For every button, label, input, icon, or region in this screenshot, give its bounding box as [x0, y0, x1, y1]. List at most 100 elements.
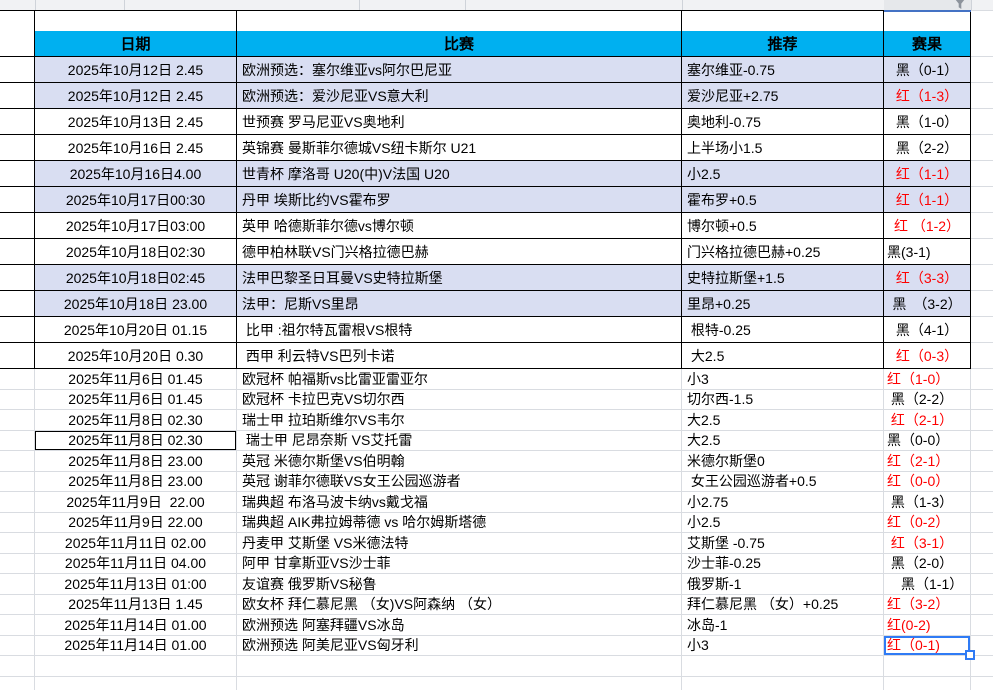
sliver-cell[interactable] [971, 553, 993, 574]
sliver-cell[interactable] [971, 410, 993, 431]
result-cell[interactable]: 黑（0-1） [884, 57, 971, 83]
header-sliver-cell[interactable] [971, 31, 993, 57]
match-cell[interactable]: 英锦赛 曼斯菲尔德城VS纽卡斯尔 U21 [237, 135, 682, 161]
header-stub-cell[interactable] [0, 31, 35, 57]
empty-cell[interactable] [237, 656, 682, 677]
row-stub-cell[interactable] [0, 369, 35, 390]
match-cell[interactable]: 法甲：尼斯VS里昂 [237, 291, 682, 317]
result-cell[interactable]: 红（0-2） [884, 512, 971, 533]
date-cell[interactable]: 2025年10月12日 2.45 [35, 57, 237, 83]
row-stub-cell[interactable] [0, 291, 35, 317]
date-cell[interactable]: 2025年10月13日 2.45 [35, 109, 237, 135]
row-stub-cell[interactable] [0, 615, 35, 636]
tip-cell[interactable]: 小2.5 [682, 161, 884, 187]
row-stub-cell[interactable] [0, 83, 35, 109]
row-stub-cell[interactable] [0, 410, 35, 431]
sliver-cell[interactable] [971, 187, 993, 213]
date-cell[interactable]: 2025年11月8日 02.30 [35, 410, 237, 431]
empty-cell[interactable] [237, 677, 682, 690]
filter-funnel-icon[interactable] [955, 0, 965, 9]
row-stub-cell[interactable] [0, 239, 35, 265]
match-cell[interactable]: 西甲 利云特VS巴列卡诺 [237, 343, 682, 369]
result-cell[interactable]: 黑（0-0） [884, 430, 971, 451]
match-cell[interactable]: 世青杯 摩洛哥 U20(中)V法国 U20 [237, 161, 682, 187]
result-cell[interactable]: 红（1-0） [884, 369, 971, 390]
match-cell[interactable]: 英甲 哈德斯菲尔德vs博尔顿 [237, 213, 682, 239]
date-cell[interactable]: 2025年10月16日4.00 [35, 161, 237, 187]
empty-cell[interactable] [682, 677, 884, 690]
empty-cell[interactable] [884, 10, 971, 31]
row-stub-cell[interactable] [0, 109, 35, 135]
match-cell[interactable]: 欧女杯 拜仁慕尼黑 （女)VS阿森纳 （女） [237, 594, 682, 615]
match-cell[interactable]: 欧冠杯 帕福斯vs比雷亚雷亚尔 [237, 369, 682, 390]
tip-cell[interactable]: 小2.5 [682, 512, 884, 533]
date-cell[interactable]: 2025年11月8日 02.30 [35, 430, 237, 451]
date-cell[interactable]: 2025年11月14日 01.00 [35, 615, 237, 636]
result-cell[interactable]: 黑（2-0） [884, 553, 971, 574]
date-cell[interactable]: 2025年11月9日 22.00 [35, 492, 237, 513]
match-cell[interactable]: 瑞典超 布洛马波卡纳vs戴戈福 [237, 492, 682, 513]
sliver-cell[interactable] [971, 533, 993, 554]
tip-cell[interactable]: 史特拉斯堡+1.5 [682, 265, 884, 291]
row-stub-cell[interactable] [0, 512, 35, 533]
match-cell[interactable]: 瑞典超 AIK弗拉姆蒂德 vs 哈尔姆斯塔德 [237, 512, 682, 533]
sliver-cell[interactable] [971, 135, 993, 161]
tip-cell[interactable]: 切尔西-1.5 [682, 389, 884, 410]
row-stub-cell[interactable] [0, 430, 35, 451]
tip-cell[interactable]: 女王公园巡游者+0.5 [682, 471, 884, 492]
sliver-cell[interactable] [971, 57, 993, 83]
result-cell[interactable]: 红（0-0） [884, 471, 971, 492]
date-cell[interactable]: 2025年11月13日 01:00 [35, 574, 237, 595]
tip-cell[interactable]: 奥地利-0.75 [682, 109, 884, 135]
sliver-cell[interactable] [971, 265, 993, 291]
result-cell[interactable]: 红（1-1） [884, 161, 971, 187]
tip-cell[interactable]: 小3 [682, 635, 884, 656]
sliver-cell[interactable] [971, 471, 993, 492]
row-stub-cell[interactable] [0, 343, 35, 369]
sliver-cell[interactable] [971, 343, 993, 369]
row-stub-cell[interactable] [0, 533, 35, 554]
row-stub-cell[interactable] [0, 553, 35, 574]
row-stub-cell[interactable] [0, 635, 35, 656]
date-cell[interactable]: 2025年10月20日 0.30 [35, 343, 237, 369]
match-cell[interactable]: 阿甲 甘拿斯亚VS沙士菲 [237, 553, 682, 574]
sliver-cell[interactable] [971, 83, 993, 109]
result-cell[interactable]: 黑(3-1) [884, 239, 971, 265]
date-cell[interactable]: 2025年10月18日02:30 [35, 239, 237, 265]
column-header-date[interactable]: 日期 [35, 31, 237, 57]
sliver-cell[interactable] [971, 615, 993, 636]
date-cell[interactable]: 2025年11月14日 01.00 [35, 635, 237, 656]
column-header-match[interactable]: 比赛 [237, 31, 682, 57]
date-cell[interactable]: 2025年11月8日 23.00 [35, 471, 237, 492]
tip-cell[interactable]: 拜仁慕尼黑 （女）+0.25 [682, 594, 884, 615]
result-cell[interactable]: 红（2-1） [884, 410, 971, 431]
tip-cell[interactable]: 沙士菲-0.25 [682, 553, 884, 574]
sliver-cell[interactable] [971, 369, 993, 390]
tip-cell[interactable]: 里昂+0.25 [682, 291, 884, 317]
date-cell[interactable]: 2025年11月6日 01.45 [35, 369, 237, 390]
tip-cell[interactable]: 根特-0.25 [682, 317, 884, 343]
row-stub-cell[interactable] [0, 213, 35, 239]
tip-cell[interactable]: 塞尔维亚-0.75 [682, 57, 884, 83]
empty-cell[interactable] [0, 10, 35, 31]
date-cell[interactable]: 2025年11月13日 1.45 [35, 594, 237, 615]
result-cell[interactable]: 黑（4-1） [884, 317, 971, 343]
empty-cell[interactable] [884, 656, 971, 677]
tip-cell[interactable]: 俄罗斯-1 [682, 574, 884, 595]
result-cell[interactable]: 黑 （3-2） [884, 291, 971, 317]
fill-handle[interactable] [965, 650, 975, 660]
sliver-cell[interactable] [971, 635, 993, 656]
row-stub-cell[interactable] [0, 451, 35, 472]
row-stub-cell[interactable] [0, 471, 35, 492]
date-cell[interactable]: 2025年10月18日02:45 [35, 265, 237, 291]
result-cell[interactable]: 黑（1-1） [884, 574, 971, 595]
column-header-tip[interactable]: 推荐 [682, 31, 884, 57]
result-cell[interactable]: 黑（1-3） [884, 492, 971, 513]
row-stub-cell[interactable] [0, 594, 35, 615]
sliver-cell[interactable] [971, 389, 993, 410]
date-cell[interactable]: 2025年11月8日 23.00 [35, 451, 237, 472]
sliver-cell[interactable] [971, 430, 993, 451]
tip-cell[interactable]: 大2.5 [682, 410, 884, 431]
sliver-cell[interactable] [971, 594, 993, 615]
tip-cell[interactable]: 艾斯堡 -0.75 [682, 533, 884, 554]
